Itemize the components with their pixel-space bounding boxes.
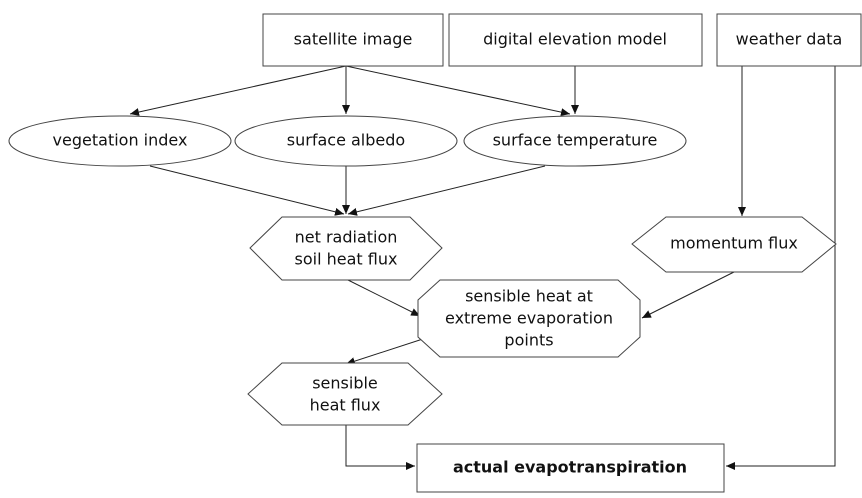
box <box>448 13 703 67</box>
arrow <box>726 66 836 470</box>
node-label: heat flux <box>310 396 381 415</box>
box <box>716 13 862 67</box>
node-label: vegetation index <box>53 131 188 150</box>
arrow <box>345 65 571 117</box>
node-label: weather data <box>736 30 843 49</box>
arrow <box>129 65 347 116</box>
node-label: sensible <box>312 374 378 393</box>
ellipse <box>234 115 458 167</box>
node-label: surface temperature <box>493 131 658 150</box>
node-label: soil heat flux <box>295 250 398 269</box>
arrow <box>641 271 735 319</box>
edges <box>129 65 836 470</box>
arrow <box>345 425 415 470</box>
arrow <box>149 165 345 216</box>
hexagon <box>249 216 443 281</box>
ellipse <box>463 115 687 167</box>
octagon <box>417 279 641 358</box>
hexagon <box>247 362 443 426</box>
node-label: extreme evaporation <box>445 309 613 328</box>
box <box>262 13 444 67</box>
node-label: surface albedo <box>287 131 405 150</box>
node-label: satellite image <box>294 30 413 49</box>
arrow <box>345 335 433 366</box>
hexagon <box>631 216 837 273</box>
node-label: points <box>504 331 553 350</box>
node-label: digital elevation model <box>483 30 667 49</box>
node-label: actual evapotranspiration <box>453 458 687 477</box>
node-label: net radiation <box>295 228 398 247</box>
arrow <box>347 279 421 317</box>
arrow <box>347 165 546 216</box>
node-label: momentum flux <box>670 234 798 253</box>
node-label: sensible heat at <box>465 287 593 306</box>
box <box>416 443 725 493</box>
ellipse <box>8 115 232 167</box>
